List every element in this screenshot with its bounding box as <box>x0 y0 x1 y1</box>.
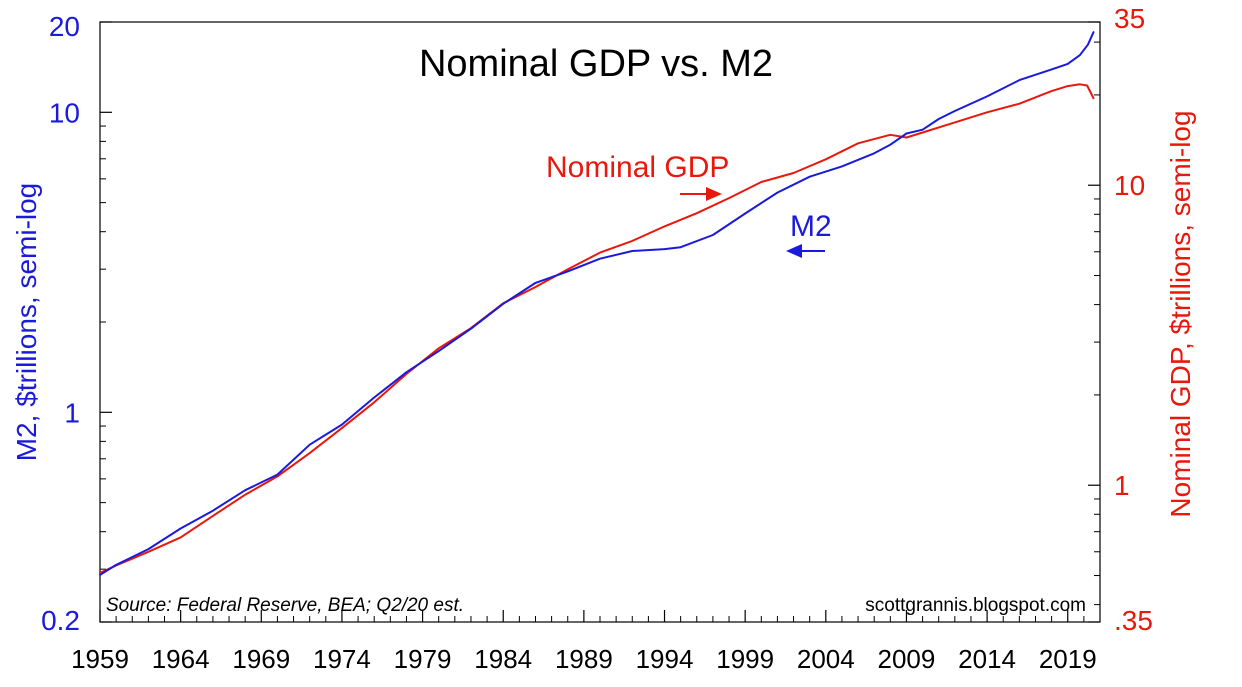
x-tick-label-1974: 1974 <box>313 644 371 674</box>
x-axis-ticks: 1959 1964 1969 1974 1979 1984 1989 1994 1999 2004… <box>71 610 1101 674</box>
left-tick-label-0.2: 0.2 <box>41 605 80 636</box>
annotation-arrowhead-nominal-gdp <box>706 187 722 201</box>
credit-text: scottgrannis.blogspot.com <box>865 595 1086 616</box>
right-axis-ticks: .35 1 10 35 <box>1088 3 1153 636</box>
right-tick-label-1: 1 <box>1114 470 1130 501</box>
right-tick-label-.35: .35 <box>1114 605 1153 636</box>
x-tick-label-1959: 1959 <box>71 644 129 674</box>
left-axis-ticks: 0.2 1 10 20 <box>41 11 112 636</box>
x-tick-label-2004: 2004 <box>797 644 855 674</box>
right-axis-label: Nominal GDP, $trillions, semi-log <box>1165 110 1196 517</box>
left-tick-label-20: 20 <box>49 11 80 42</box>
x-tick-label-1999: 1999 <box>716 644 774 674</box>
left-tick-label-10: 10 <box>49 97 80 128</box>
series-line-m2 <box>99 31 1095 576</box>
x-tick-label-1989: 1989 <box>555 644 613 674</box>
left-tick-label-1: 1 <box>64 397 80 428</box>
right-tick-label-10: 10 <box>1114 170 1145 201</box>
annotation-arrowhead-m2 <box>786 244 802 258</box>
annotation-label-nominal-gdp: Nominal GDP <box>546 151 729 184</box>
x-tick-label-1984: 1984 <box>474 644 532 674</box>
x-tick-label-2019: 2019 <box>1039 644 1097 674</box>
source-note: Source: Federal Reserve, BEA; Q2/20 est. <box>106 595 464 616</box>
x-tick-label-2009: 2009 <box>878 644 936 674</box>
annotation-label-m2: M2 <box>790 210 832 243</box>
x-tick-label-1994: 1994 <box>636 644 694 674</box>
x-tick-label-1979: 1979 <box>394 644 452 674</box>
right-tick-label-35: 35 <box>1114 3 1145 34</box>
left-axis-label: M2, $trillions, semi-log <box>11 183 42 462</box>
annotation-layer: Nominal GDP M2 <box>546 151 832 258</box>
x-tick-label-1964: 1964 <box>152 644 210 674</box>
plot-frame <box>99 21 1101 623</box>
x-tick-label-1969: 1969 <box>232 644 290 674</box>
chart-title: Nominal GDP vs. M2 <box>419 43 773 85</box>
series-layer <box>99 31 1095 576</box>
x-tick-label-2014: 2014 <box>958 644 1016 674</box>
series-line-nominal-gdp <box>99 83 1095 574</box>
